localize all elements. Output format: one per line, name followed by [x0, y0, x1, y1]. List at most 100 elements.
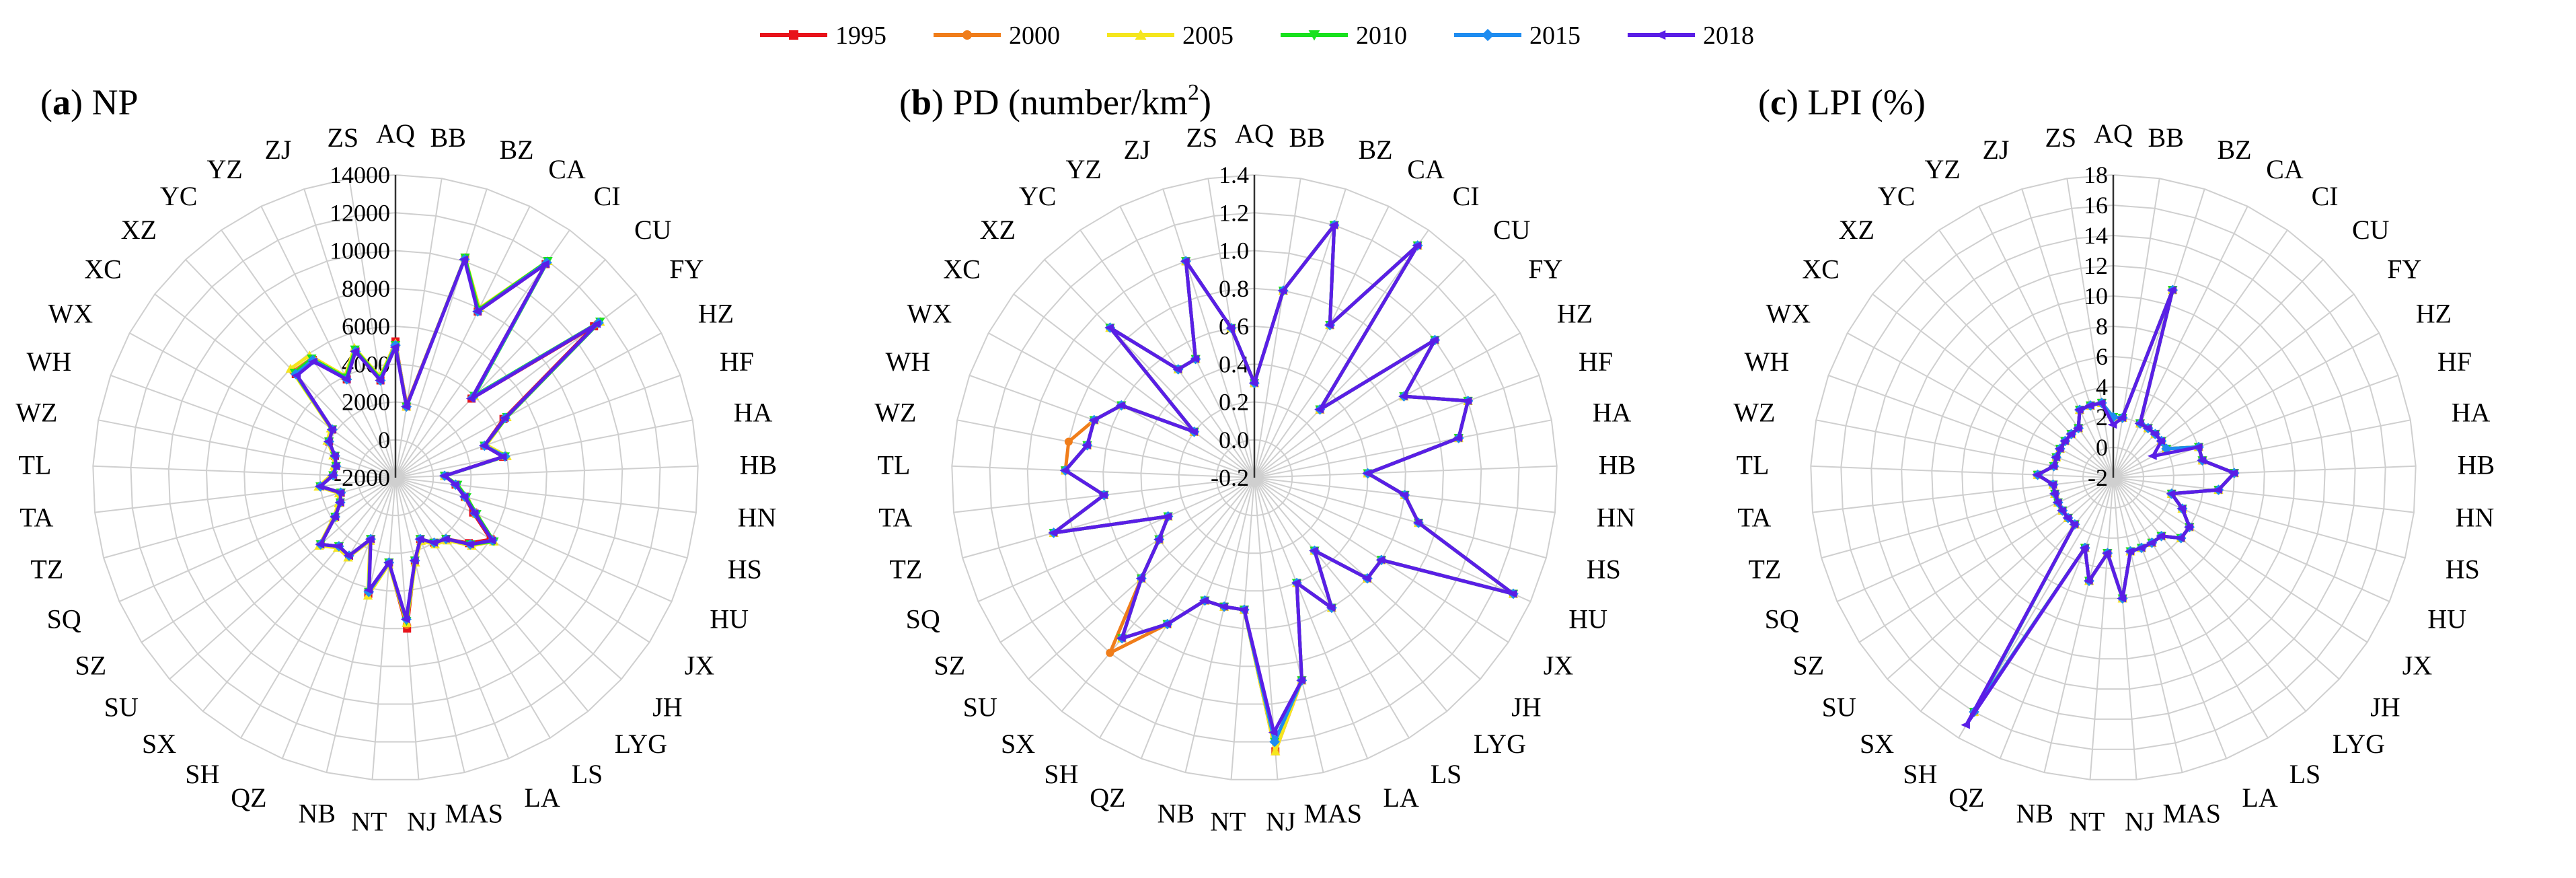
data-point-2018: [1361, 574, 1371, 583]
legend-item-2005: 2005: [1107, 22, 1234, 50]
category-label-ca: CA: [548, 154, 586, 184]
category-label-jh: JH: [2370, 692, 2400, 723]
data-point-2018: [2213, 486, 2222, 495]
data-point-2018: [539, 260, 550, 268]
data-point-2018: [439, 472, 449, 480]
data-point-2018: [2117, 594, 2127, 603]
category-label-nj: NJ: [407, 807, 437, 837]
grid-spoke: [2113, 229, 2288, 478]
series-2018: [1048, 221, 1517, 737]
data-point-2018: [2072, 424, 2082, 433]
category-label-lyg: LYG: [1474, 729, 1526, 759]
data-point-2018: [1277, 287, 1287, 295]
tick-label: 8000: [342, 275, 390, 302]
grid-spoke: [395, 178, 443, 478]
series-2018: [291, 255, 601, 624]
data-point-2018: [1153, 535, 1163, 544]
data-point-2018: [308, 357, 318, 366]
data-point-2018: [1362, 469, 1372, 478]
data-point-2018: [314, 482, 324, 490]
legend-label-1995: 1995: [835, 22, 886, 50]
data-point-2018: [2084, 401, 2094, 410]
data-point-2018: [414, 535, 424, 544]
category-label-la: LA: [1383, 782, 1418, 813]
category-label-bz: BZ: [2218, 135, 2252, 165]
data-point-2018: [1375, 556, 1386, 564]
data-point-2018: [1162, 620, 1172, 628]
legend-marker-2005: [1135, 29, 1147, 40]
grid-spoke: [395, 477, 650, 643]
grid-spoke: [1254, 465, 1557, 478]
data-point-2018: [315, 540, 325, 549]
grid-spoke: [2113, 259, 2324, 478]
data-point-2018: [486, 536, 496, 545]
grid-spoke: [202, 477, 396, 712]
grid-spoke: [1254, 259, 1465, 478]
data-point-2018: [2107, 420, 2117, 429]
category-label-fy: FY: [2387, 254, 2421, 285]
category-label-su: SU: [104, 692, 139, 723]
grid-spoke: [977, 477, 1255, 602]
grid-spoke: [2113, 465, 2416, 478]
data-point-2018: [2059, 437, 2069, 445]
grid-spoke: [1254, 477, 1369, 759]
category-label-ls: LS: [572, 759, 603, 789]
data-point-2018: [1188, 427, 1198, 436]
grid-ring: [1901, 264, 2326, 690]
grid-spoke: [1184, 477, 1255, 773]
data-point-2018: [2066, 430, 2075, 439]
data-point-2018: [1324, 321, 1334, 330]
tick-label: 10000: [330, 237, 390, 264]
category-label-yz: YZ: [1065, 154, 1101, 184]
grid-spoke: [395, 259, 606, 478]
radar-grid: [92, 174, 699, 780]
category-label-hz: HZ: [1557, 298, 1593, 328]
tick-label: 14000: [330, 161, 390, 188]
category-label-sx: SX: [1001, 729, 1035, 759]
category-label-yz: YZ: [1924, 154, 1960, 184]
category-label-hz: HZ: [2416, 298, 2452, 328]
grid-ring: [1992, 355, 2235, 599]
data-point-2018: [1116, 634, 1126, 643]
grid-spoke: [1903, 259, 2114, 478]
category-label-xc: XC: [1802, 254, 1840, 285]
data-point-2018: [2069, 520, 2079, 529]
category-label-yc: YC: [1019, 181, 1057, 211]
category-label-wh: WH: [26, 346, 71, 377]
data-point-2018: [2057, 506, 2066, 515]
data-point-2018: [327, 471, 337, 480]
data-point-2018: [1961, 721, 1970, 729]
category-label-aq: AQ: [2094, 118, 2133, 149]
category-label-cu: CU: [2352, 215, 2390, 245]
category-label-aq: AQ: [1235, 118, 1274, 149]
series-1995: [1049, 221, 1517, 756]
category-label-cu: CU: [1493, 215, 1531, 245]
grid-spoke: [2113, 188, 2205, 478]
panel-np: -2000 0 2000 4000 6000 8000 10000 12000 14000 AQ B…: [0, 74, 858, 875]
data-point-2018: [2146, 538, 2156, 547]
grid-ring: [356, 439, 434, 517]
data-point-2018: [1268, 728, 1278, 737]
grid-spoke: [395, 477, 510, 759]
category-label-hz: HZ: [698, 298, 734, 328]
category-label-hf: HF: [1579, 346, 1613, 377]
grid-ring: [2082, 446, 2145, 509]
grid-ring: [1064, 287, 1445, 667]
tick-label: 18: [2084, 161, 2108, 188]
category-label-nj: NJ: [1266, 807, 1295, 837]
panel-title: (a) NP: [40, 82, 139, 122]
legend-label-2005: 2005: [1182, 22, 1234, 50]
grid-spoke: [395, 477, 589, 712]
tick-label: 6: [2096, 343, 2108, 370]
data-point-2018: [400, 615, 410, 624]
grid-spoke: [2113, 419, 2411, 478]
tick-label: 8: [2096, 313, 2108, 340]
grid-spoke: [93, 465, 396, 478]
data-point-2018: [341, 375, 351, 383]
legend-label-2015: 2015: [1529, 22, 1581, 50]
grid-ring: [243, 325, 547, 630]
grid-ring: [1961, 325, 2265, 630]
category-label-hu: HU: [2427, 603, 2466, 634]
